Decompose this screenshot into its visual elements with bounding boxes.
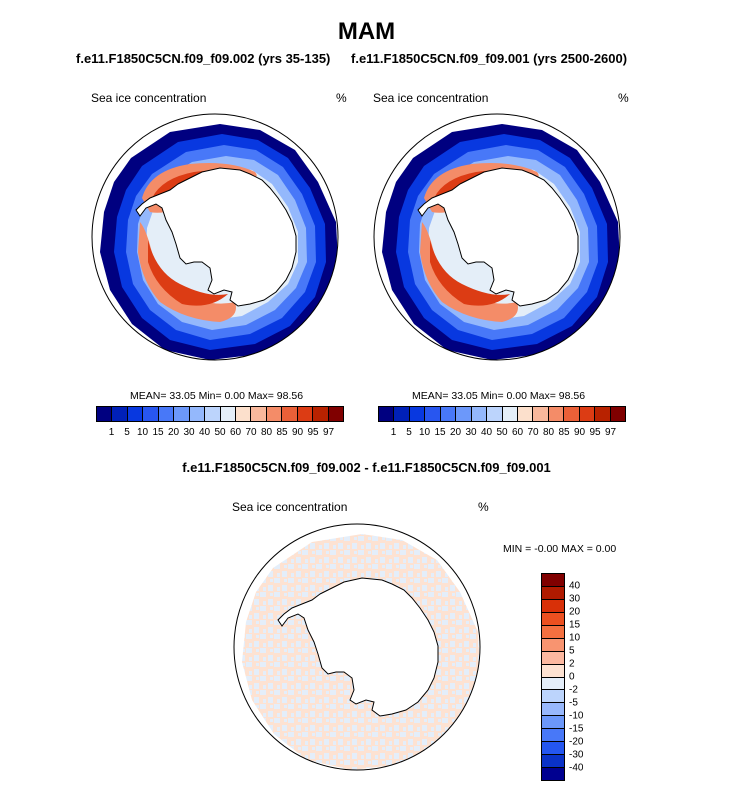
colorbar-label: -5 xyxy=(569,697,578,709)
right-stats: MEAN= 33.05 Min= 0.00 Max= 98.56 xyxy=(412,390,586,402)
colorbar-swatch xyxy=(394,407,410,421)
difference-map xyxy=(233,523,481,771)
right-sea-ice-map xyxy=(373,113,621,361)
colorbar-swatch xyxy=(542,599,564,613)
colorbar-label: -10 xyxy=(569,710,584,722)
colorbar-label: 20 xyxy=(569,606,581,618)
colorbar-swatch xyxy=(158,407,175,421)
colorbar-swatch xyxy=(595,407,611,421)
left-panel-units: % xyxy=(336,91,347,105)
right-panel-variable: Sea ice concentration xyxy=(373,91,489,105)
diff-panel-variable: Sea ice concentration xyxy=(232,500,348,514)
colorbar-swatch xyxy=(112,407,128,421)
colorbar-swatch xyxy=(542,703,564,717)
colorbar-swatch xyxy=(502,407,518,421)
colorbar-swatch xyxy=(548,407,565,421)
colorbar-swatch xyxy=(533,407,549,421)
colorbar-swatch xyxy=(542,729,564,743)
colorbar-swatch xyxy=(379,407,395,421)
colorbar-swatch xyxy=(542,625,564,639)
difference-colorbar xyxy=(541,573,565,781)
colorbar-swatch xyxy=(251,407,267,421)
colorbar-swatch xyxy=(409,407,426,421)
colorbar-swatch xyxy=(542,742,564,756)
colorbar-swatch xyxy=(313,407,329,421)
map-boundary xyxy=(91,113,339,361)
colorbar-label: -40 xyxy=(569,762,584,774)
colorbar-swatch xyxy=(564,407,580,421)
colorbar-swatch xyxy=(440,407,457,421)
case-b-title: f.e11.F1850C5CN.f09_f09.001 (yrs 2500-26… xyxy=(349,51,628,66)
colorbar-swatch xyxy=(297,407,314,421)
colorbar-label: -30 xyxy=(569,749,584,761)
colorbar-swatch xyxy=(542,677,564,691)
difference-colorbar-labels: 40 30 20 15 10 5 2 0 -2 -5 -10 -15 -20 -30 -40 xyxy=(569,573,609,781)
colorbar-label: 15 xyxy=(569,619,581,631)
colorbar-swatch xyxy=(471,407,488,421)
left-colorbar xyxy=(96,406,344,422)
colorbar-swatch xyxy=(205,407,221,421)
colorbar-swatch xyxy=(542,716,564,730)
colorbar-swatch xyxy=(487,407,503,421)
colorbar-swatch xyxy=(542,612,564,626)
colorbar-swatch xyxy=(189,407,206,421)
colorbar-swatch xyxy=(542,768,564,780)
colorbar-swatch xyxy=(579,407,596,421)
colorbar-label: 40 xyxy=(569,580,581,592)
colorbar-label: 2 xyxy=(569,658,575,670)
colorbar-swatch xyxy=(425,407,441,421)
colorbar-swatch xyxy=(542,638,564,652)
colorbar-swatch xyxy=(542,755,564,769)
colorbar-swatch xyxy=(174,407,190,421)
colorbar-swatch xyxy=(542,586,564,600)
colorbar-swatch xyxy=(97,407,113,421)
colorbar-swatch xyxy=(127,407,144,421)
colorbar-swatch xyxy=(220,407,236,421)
right-panel-units: % xyxy=(618,91,629,105)
colorbar-swatch xyxy=(610,407,625,421)
colorbar-swatch xyxy=(282,407,298,421)
diff-panel-units: % xyxy=(478,500,489,514)
colorbar-swatch xyxy=(266,407,283,421)
colorbar-label: -20 xyxy=(569,736,584,748)
colorbar-swatch xyxy=(542,664,564,678)
figure-title: MAM xyxy=(337,18,396,45)
colorbar-swatch xyxy=(542,651,564,665)
map-boundary xyxy=(373,113,621,361)
colorbar-swatch xyxy=(143,407,159,421)
left-panel-variable: Sea ice concentration xyxy=(91,91,207,105)
left-sea-ice-map xyxy=(91,113,339,361)
colorbar-label: -2 xyxy=(569,684,578,696)
colorbar-label: 5 xyxy=(569,645,575,657)
map-boundary xyxy=(233,523,481,771)
colorbar-swatch xyxy=(542,574,564,587)
colorbar-label: 10 xyxy=(569,632,581,644)
colorbar-label: 0 xyxy=(569,671,575,683)
colorbar-swatch xyxy=(328,407,343,421)
colorbar-swatch xyxy=(235,407,252,421)
colorbar-swatch xyxy=(542,690,564,704)
right-colorbar xyxy=(378,406,626,422)
colorbar-swatch xyxy=(456,407,472,421)
left-stats: MEAN= 33.05 Min= 0.00 Max= 98.56 xyxy=(130,390,304,402)
colorbar-label: -15 xyxy=(569,723,584,735)
colorbar-label: 30 xyxy=(569,593,581,605)
difference-title: f.e11.F1850C5CN.f09_f09.002 - f.e11.F185… xyxy=(182,460,551,475)
colorbar-swatch xyxy=(517,407,534,421)
case-a-title: f.e11.F1850C5CN.f09_f09.002 (yrs 35-135) xyxy=(76,51,331,66)
diff-stats: MIN = -0.00 MAX = 0.00 xyxy=(503,543,617,555)
